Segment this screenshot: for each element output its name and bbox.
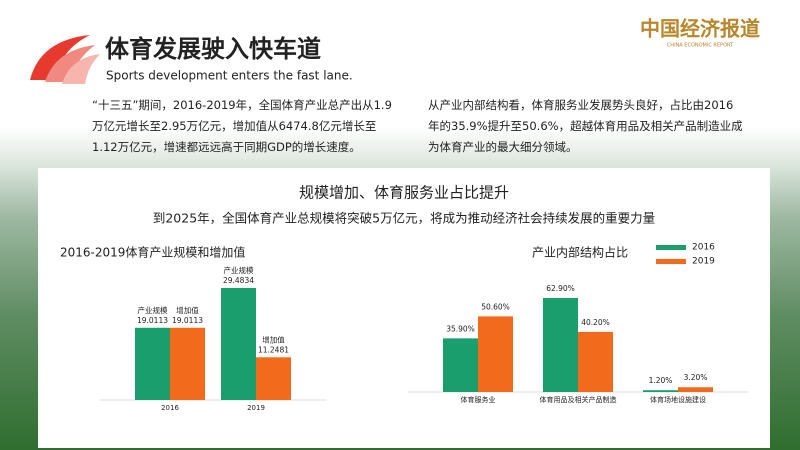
bar xyxy=(221,288,256,400)
series-label: 产业规模 xyxy=(138,305,168,315)
bar xyxy=(135,327,170,400)
bar xyxy=(478,316,513,392)
logo: 中国经济报道 xyxy=(640,17,760,41)
x-tick-label: 体育用品及相关产品制造 xyxy=(540,395,617,404)
swoosh xyxy=(45,45,95,82)
panel xyxy=(38,168,770,448)
data-label: 40.20% xyxy=(581,318,610,327)
subtitle: Sports development enters the fast lane. xyxy=(106,69,353,83)
paragraph: 从产业内部结构看，体育服务业发展势头良好，占比由2016年的35.9%提升至50… xyxy=(428,98,743,154)
data-label: 50.60% xyxy=(481,302,510,311)
x-tick-label: 2019 xyxy=(247,404,265,412)
legend-label: 2019 xyxy=(692,257,715,267)
data-label: 19.0113 xyxy=(137,316,168,325)
x-tick-label: 体育服务业 xyxy=(461,395,496,404)
logo-en: CHINA ECONOMIC REPORT xyxy=(667,43,734,49)
data-label: 19.0113 xyxy=(172,316,203,325)
chart-title: 产业内部结构占比 xyxy=(532,245,628,260)
x-tick-label: 2016 xyxy=(161,404,179,412)
data-label: 3.20% xyxy=(684,373,708,382)
series-label: 产业规模 xyxy=(224,265,254,275)
series-label: 增加值 xyxy=(262,334,285,344)
data-label: 35.90% xyxy=(446,324,475,333)
legend-swatch xyxy=(656,259,686,264)
bar xyxy=(443,338,478,392)
legend-label: 2016 xyxy=(692,243,715,253)
data-label: 11.2481 xyxy=(258,345,289,354)
paragraph: “十三五”期间，2016-2019年，全国体育产业总产出从1.9万亿元增长至2.… xyxy=(92,98,392,154)
title: 体育发展驶入快车道 xyxy=(105,35,321,63)
bar xyxy=(170,327,205,400)
swoosh xyxy=(62,54,100,84)
data-label: 1.20% xyxy=(649,376,673,385)
x-tick-label: 体育场地设施建设 xyxy=(650,395,706,404)
legend-swatch xyxy=(656,245,686,250)
bar xyxy=(256,357,291,400)
data-label: 29.4834 xyxy=(223,276,254,285)
bar xyxy=(578,331,613,392)
bar xyxy=(678,387,713,392)
chart-title: 2016-2019体育产业规模和增加值 xyxy=(60,245,245,260)
data-label: 62.90% xyxy=(546,284,575,293)
panel-title: 规模增加、体育服务业占比提升 xyxy=(299,184,509,202)
bar xyxy=(543,298,578,392)
bar xyxy=(643,390,678,392)
panel-subtitle: 到2025年，全国体育产业总规模将突破5万亿元，将成为推动经济社会持续发展的重要… xyxy=(153,211,655,226)
swoosh xyxy=(30,35,90,80)
series-label: 增加值 xyxy=(176,305,199,315)
